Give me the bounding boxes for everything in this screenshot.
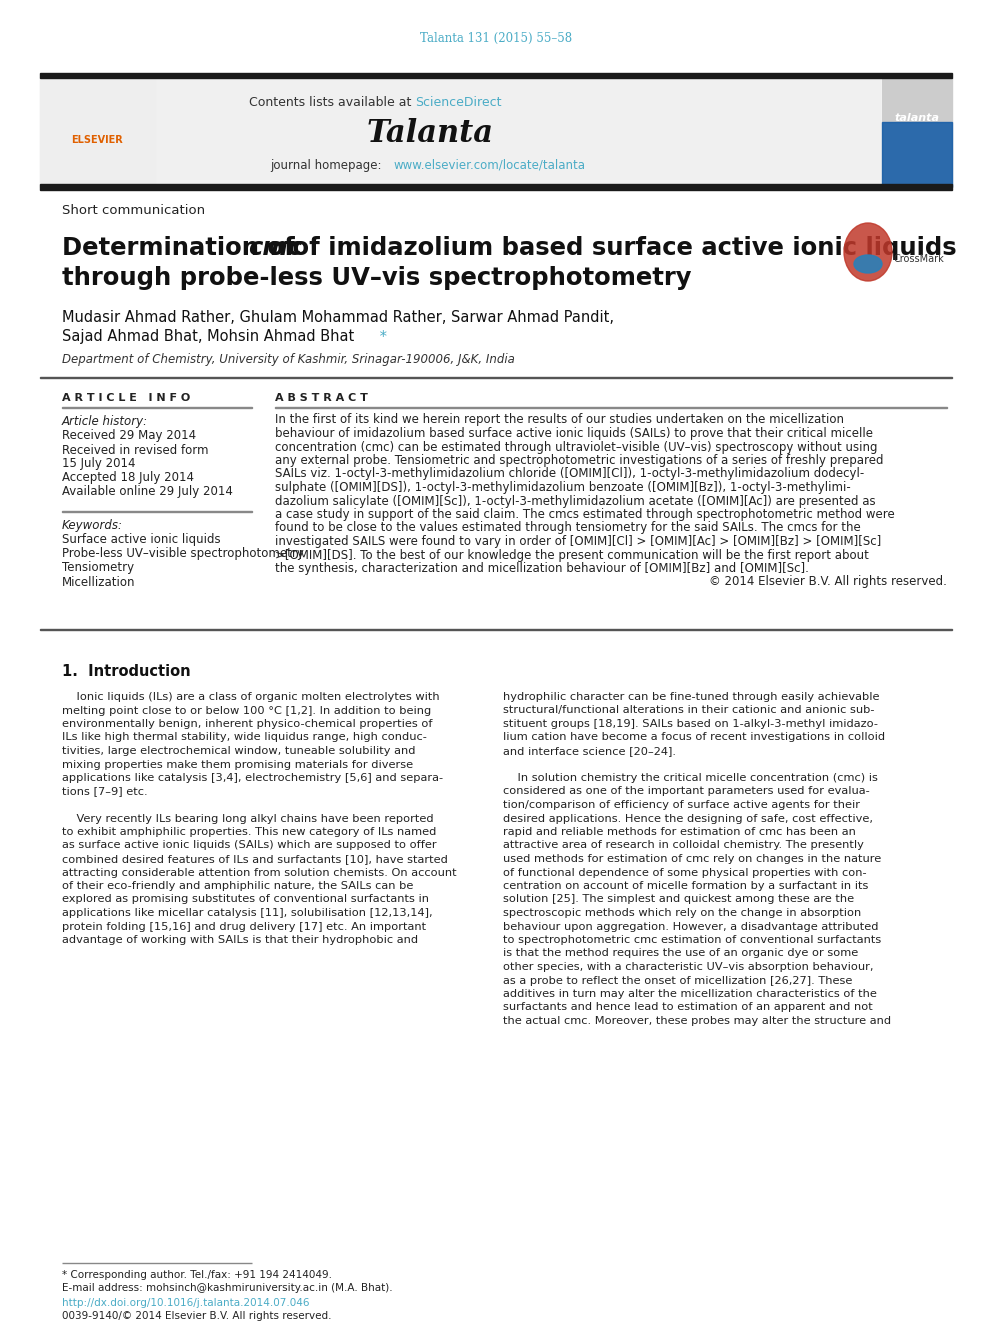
Text: ELSEVIER: ELSEVIER [71,135,123,146]
Text: sulphate ([OMIM][DS]), 1-octyl-3-methylimidazolium benzoate ([OMIM][Bz]), 1-octy: sulphate ([OMIM][DS]), 1-octyl-3-methyli… [275,482,851,493]
Text: used methods for estimation of cmc rely on changes in the nature: used methods for estimation of cmc rely … [503,855,881,864]
Text: Department of Chemistry, University of Kashmir, Srinagar-190006, J&K, India: Department of Chemistry, University of K… [62,353,515,366]
Text: to spectrophotometric cmc estimation of conventional surfactants: to spectrophotometric cmc estimation of … [503,935,881,945]
Text: applications like catalysis [3,4], electrochemistry [5,6] and separa-: applications like catalysis [3,4], elect… [62,773,443,783]
Text: In the first of its kind we herein report the results of our studies undertaken : In the first of its kind we herein repor… [275,414,844,426]
Text: environmentally benign, inherent physico-chemical properties of: environmentally benign, inherent physico… [62,718,433,729]
Text: Received 29 May 2014: Received 29 May 2014 [62,430,196,442]
Bar [882,122,952,187]
Text: rapid and reliable methods for estimation of cmc has been an: rapid and reliable methods for estimatio… [503,827,856,837]
Text: melting point close to or below 100 °C [1,2]. In addition to being: melting point close to or below 100 °C [… [62,705,432,716]
Text: as surface active ionic liquids (SAILs) which are supposed to offer: as surface active ionic liquids (SAILs) … [62,840,436,851]
Text: SAILs viz. 1-octyl-3-methylimidazolium chloride ([OMIM][Cl]), 1-octyl-3-methylim: SAILs viz. 1-octyl-3-methylimidazolium c… [275,467,864,480]
Text: solution [25]. The simplest and quickest among these are the: solution [25]. The simplest and quickest… [503,894,854,905]
Text: >[OMIM][DS]. To the best of our knowledge the present communication will be the : >[OMIM][DS]. To the best of our knowledg… [275,549,869,561]
Text: tivities, large electrochemical window, tuneable solubility and: tivities, large electrochemical window, … [62,746,416,755]
Text: surfactants and hence lead to estimation of an apparent and not: surfactants and hence lead to estimation… [503,1003,873,1012]
Text: additives in turn may alter the micellization characteristics of the: additives in turn may alter the micelliz… [503,990,877,999]
Text: desired applications. Hence the designing of safe, cost effective,: desired applications. Hence the designin… [503,814,873,823]
Text: investigated SAILS were found to vary in order of [OMIM][Cl] > [OMIM][Ac] > [OMI: investigated SAILS were found to vary in… [275,534,881,548]
Text: behaviour upon aggregation. However, a disadvantage attributed: behaviour upon aggregation. However, a d… [503,922,879,931]
Text: 1.  Introduction: 1. Introduction [62,664,190,680]
Text: tion/comparison of efficiency of surface active agents for their: tion/comparison of efficiency of surface… [503,800,860,810]
Text: advantage of working with SAILs is that their hydrophobic and: advantage of working with SAILs is that … [62,935,418,945]
Text: protein folding [15,16] and drug delivery [17] etc. An important: protein folding [15,16] and drug deliver… [62,922,427,931]
Text: attractive area of research in colloidal chemistry. The presently: attractive area of research in colloidal… [503,840,864,851]
Text: Article history:: Article history: [62,415,148,429]
Text: is that the method requires the use of an organic dye or some: is that the method requires the use of a… [503,949,858,958]
Text: cmc: cmc [248,235,302,261]
Text: A R T I C L E   I N F O: A R T I C L E I N F O [62,393,190,404]
Text: A B S T R A C T: A B S T R A C T [275,393,368,404]
Text: hydrophilic character can be fine-tuned through easily achievable: hydrophilic character can be fine-tuned … [503,692,880,703]
Bar [40,78,155,187]
Text: Talanta 131 (2015) 55–58: Talanta 131 (2015) 55–58 [420,32,572,45]
Bar [40,73,952,78]
Text: Accepted 18 July 2014: Accepted 18 July 2014 [62,471,194,484]
Bar [882,78,952,187]
Ellipse shape [854,255,882,273]
Text: talanta: talanta [895,112,939,123]
Text: stituent groups [18,19]. SAILs based on 1-alkyl-3-methyl imidazo-: stituent groups [18,19]. SAILs based on … [503,718,878,729]
Text: 15 July 2014: 15 July 2014 [62,458,136,471]
Text: Probe-less UV–visible spectrophotometry: Probe-less UV–visible spectrophotometry [62,548,304,561]
Text: In solution chemistry the critical micelle concentration (cmc) is: In solution chemistry the critical micel… [503,773,878,783]
Text: considered as one of the important parameters used for evalua-: considered as one of the important param… [503,786,870,796]
Text: of imidazolium based surface active ionic liquids: of imidazolium based surface active ioni… [284,235,956,261]
Text: Tensiometry: Tensiometry [62,561,134,574]
Text: Surface active ionic liquids: Surface active ionic liquids [62,533,220,546]
Text: Contents lists available at: Contents lists available at [249,97,415,110]
Text: spectroscopic methods which rely on the change in absorption: spectroscopic methods which rely on the … [503,908,861,918]
Text: other species, with a characteristic UV–vis absorption behaviour,: other species, with a characteristic UV–… [503,962,874,972]
Text: Sajad Ahmad Bhat, Mohsin Ahmad Bhat: Sajad Ahmad Bhat, Mohsin Ahmad Bhat [62,329,354,344]
Text: concentration (cmc) can be estimated through ultraviolet–visible (UV–vis) spectr: concentration (cmc) can be estimated thr… [275,441,878,454]
Bar [40,78,880,187]
Text: dazolium salicylate ([OMIM][Sc]), 1-octyl-3-methylimidazolium acetate ([OMIM][Ac: dazolium salicylate ([OMIM][Sc]), 1-octy… [275,495,876,508]
Text: applications like micellar catalysis [11], solubilisation [12,13,14],: applications like micellar catalysis [11… [62,908,433,918]
Text: any external probe. Tensiometric and spectrophotometric investigations of a seri: any external probe. Tensiometric and spe… [275,454,884,467]
Text: and interface science [20–24].: and interface science [20–24]. [503,746,676,755]
Text: © 2014 Elsevier B.V. All rights reserved.: © 2014 Elsevier B.V. All rights reserved… [709,576,947,589]
Text: combined desired features of ILs and surfactants [10], have started: combined desired features of ILs and sur… [62,855,447,864]
Bar [40,184,952,191]
Text: Determination of: Determination of [62,235,304,261]
Text: *: * [375,329,387,344]
Text: tions [7–9] etc.: tions [7–9] etc. [62,786,148,796]
Text: structural/functional alterations in their cationic and anionic sub-: structural/functional alterations in the… [503,705,875,716]
Text: as a probe to reflect the onset of micellization [26,27]. These: as a probe to reflect the onset of micel… [503,975,852,986]
Text: Talanta: Talanta [366,118,493,148]
Text: mixing properties make them promising materials for diverse: mixing properties make them promising ma… [62,759,413,770]
Text: ILs like high thermal stability, wide liquidus range, high conduc-: ILs like high thermal stability, wide li… [62,733,427,742]
Text: behaviour of imidazolium based surface active ionic liquids (SAILs) to prove tha: behaviour of imidazolium based surface a… [275,427,873,441]
Text: * Corresponding author. Tel./fax: +91 194 2414049.: * Corresponding author. Tel./fax: +91 19… [62,1270,332,1279]
Text: a case study in support of the said claim. The cmcs estimated through spectropho: a case study in support of the said clai… [275,508,895,521]
Text: Mudasir Ahmad Rather, Ghulam Mohammad Rather, Sarwar Ahmad Pandit,: Mudasir Ahmad Rather, Ghulam Mohammad Ra… [62,311,614,325]
Text: found to be close to the values estimated through tensiometry for the said SAILs: found to be close to the values estimate… [275,521,861,534]
Text: 0039-9140/© 2014 Elsevier B.V. All rights reserved.: 0039-9140/© 2014 Elsevier B.V. All right… [62,1311,331,1320]
Text: http://dx.doi.org/10.1016/j.talanta.2014.07.046: http://dx.doi.org/10.1016/j.talanta.2014… [62,1298,310,1308]
Text: Available online 29 July 2014: Available online 29 July 2014 [62,486,233,499]
Text: to exhibit amphiphilic properties. This new category of ILs named: to exhibit amphiphilic properties. This … [62,827,436,837]
Text: attracting considerable attention from solution chemists. On account: attracting considerable attention from s… [62,868,456,877]
Text: ScienceDirect: ScienceDirect [415,97,502,110]
Text: Micellization: Micellization [62,576,136,589]
Text: of functional dependence of some physical properties with con-: of functional dependence of some physica… [503,868,867,877]
Text: lium cation have become a focus of recent investigations in colloid: lium cation have become a focus of recen… [503,733,885,742]
Text: E-mail address: mohsinch@kashmiruniversity.ac.in (M.A. Bhat).: E-mail address: mohsinch@kashmiruniversi… [62,1283,393,1293]
Text: Received in revised form: Received in revised form [62,443,208,456]
Text: centration on account of micelle formation by a surfactant in its: centration on account of micelle formati… [503,881,868,890]
Text: journal homepage:: journal homepage: [270,159,385,172]
Text: CrossMark: CrossMark [894,254,944,265]
Text: Ionic liquids (ILs) are a class of organic molten electrolytes with: Ionic liquids (ILs) are a class of organ… [62,692,439,703]
Ellipse shape [844,224,892,280]
Text: the synthesis, characterization and micellization behaviour of [OMIM][Bz] and [O: the synthesis, characterization and mice… [275,562,808,576]
Text: Keywords:: Keywords: [62,520,123,532]
Text: the actual cmc. Moreover, these probes may alter the structure and: the actual cmc. Moreover, these probes m… [503,1016,891,1027]
Text: through probe-less UV–vis spectrophotometry: through probe-less UV–vis spectrophotome… [62,266,691,290]
Text: Very recently ILs bearing long alkyl chains have been reported: Very recently ILs bearing long alkyl cha… [62,814,434,823]
Text: of their eco-friendly and amphiphilic nature, the SAILs can be: of their eco-friendly and amphiphilic na… [62,881,414,890]
Text: explored as promising substitutes of conventional surfactants in: explored as promising substitutes of con… [62,894,429,905]
Text: www.elsevier.com/locate/talanta: www.elsevier.com/locate/talanta [393,159,585,172]
Text: Short communication: Short communication [62,204,205,217]
